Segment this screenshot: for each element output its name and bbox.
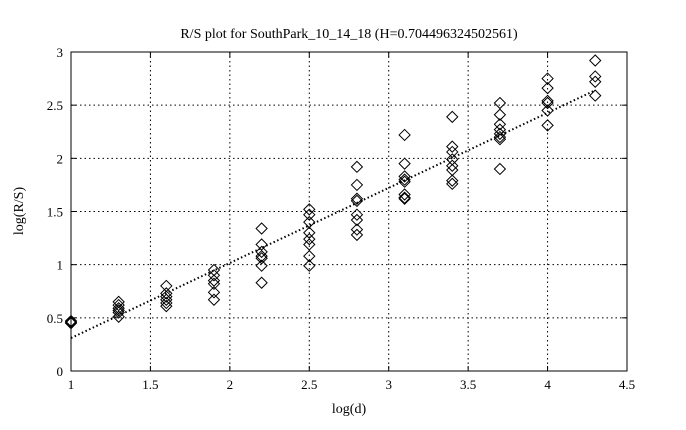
data-point-diamond: [398, 188, 411, 201]
fit-line-layer: [70, 89, 596, 339]
data-point-diamond: [541, 72, 554, 85]
data-point-diamond: [398, 175, 411, 188]
data-point-diamond: [493, 127, 507, 141]
data-point-diamond: [398, 157, 411, 170]
y-tick-label: 2.5: [47, 98, 63, 113]
data-point-diamond: [255, 222, 268, 235]
x-tick-label: 1: [68, 377, 75, 392]
data-point-diamond: [350, 223, 364, 236]
data-point-diamond: [255, 259, 268, 272]
data-point-diamond: [493, 132, 507, 146]
data-point-diamond: [446, 174, 459, 187]
x-tick-label: 2: [227, 377, 234, 392]
data-point-diamond: [398, 128, 411, 142]
y-tick-label: 0: [57, 364, 64, 379]
data-point-diamond: [112, 304, 125, 317]
data-point-diamond: [112, 306, 125, 319]
data-point-diamond: [112, 310, 125, 323]
data-point-diamond: [255, 252, 268, 265]
data-point-diamond: [446, 177, 459, 191]
data-point-diamond: [493, 123, 507, 136]
data-point-diamond: [493, 130, 507, 144]
data-point-diamond: [541, 119, 554, 132]
data-point-diamond: [350, 194, 364, 208]
data-point-diamond: [493, 108, 507, 121]
data-point-diamond: [446, 145, 459, 159]
data-point-diamond: [350, 178, 364, 192]
data-point-diamond: [398, 170, 411, 183]
grid-lines: [71, 52, 627, 371]
y-tick-label: 1: [57, 258, 64, 273]
y-tick-label: 3: [57, 45, 64, 60]
data-point-diamond: [350, 192, 364, 205]
data-point-diamond: [589, 70, 602, 83]
data-point-diamond: [303, 208, 316, 221]
data-point-diamond: [160, 296, 173, 310]
y-tick-label: 2: [57, 151, 64, 166]
data-point-diamond: [350, 213, 364, 227]
y-axis-label: log(R/S): [12, 187, 27, 236]
data-points: [64, 54, 602, 330]
data-point-diamond: [541, 104, 554, 117]
data-point-diamond: [589, 54, 602, 67]
data-point-diamond: [541, 94, 554, 108]
x-tick-label: 2.5: [301, 377, 317, 392]
data-point-diamond: [589, 75, 602, 88]
data-point-diamond: [446, 110, 459, 124]
y-tick-label: 0.5: [47, 311, 63, 326]
data-point-diamond: [160, 293, 173, 306]
fit-line: [70, 89, 596, 339]
data-point-diamond: [303, 232, 316, 246]
tick-labels: 1 1.5 2 2.5 3 3.5 4 4.5 0 0.5 1 1.5 2 2.5 3: [47, 45, 635, 392]
data-point-diamond: [493, 118, 507, 131]
data-point-diamond: [398, 191, 411, 204]
data-point-diamond: [207, 293, 221, 306]
data-point-diamond: [255, 245, 268, 259]
data-point-diamond: [541, 96, 554, 110]
x-tick-label: 3: [385, 377, 392, 392]
data-point-diamond: [207, 277, 221, 291]
data-point-diamond: [398, 192, 411, 205]
data-point-diamond: [350, 160, 364, 174]
x-axis-label: log(d): [332, 402, 367, 417]
data-point-diamond: [207, 286, 221, 299]
x-tick-label: 3.5: [460, 377, 476, 392]
axis-ticks: [70, 51, 628, 372]
x-tick-label: 4.5: [619, 377, 635, 392]
data-point-diamond: [589, 89, 602, 102]
x-tick-label: 1.5: [142, 377, 158, 392]
data-point-diamond: [303, 259, 316, 272]
y-tick-label: 1.5: [47, 205, 63, 220]
data-point-diamond: [303, 203, 316, 216]
data-point-diamond: [350, 208, 364, 221]
x-tick-label: 4: [544, 377, 551, 392]
data-point-diamond: [160, 290, 173, 303]
data-point-diamond: [350, 228, 364, 242]
data-point-diamond: [446, 140, 459, 153]
data-point-diamond: [112, 302, 125, 315]
data-point-diamond: [446, 159, 459, 172]
data-point-diamond: [303, 249, 316, 263]
chart-title: R/S plot for SouthPark_10_14_18 (H=0.704…: [180, 27, 518, 42]
data-point-diamond: [493, 162, 507, 176]
data-point-diamond: [255, 276, 268, 289]
data-point-diamond: [160, 287, 173, 300]
data-point-diamond: [255, 249, 268, 263]
data-point-diamond: [398, 173, 411, 186]
data-point-diamond: [541, 81, 554, 95]
data-point-diamond: [160, 299, 173, 313]
data-point-diamond: [207, 269, 221, 282]
